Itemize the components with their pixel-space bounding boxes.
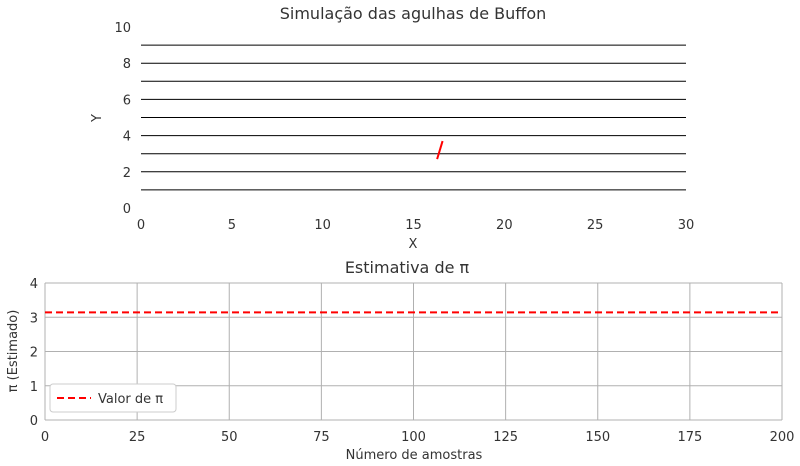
x-tick-label: 200 — [770, 430, 795, 445]
x-tick-label: 0 — [41, 430, 49, 445]
top-x-axis-label: X — [409, 237, 418, 252]
legend-box — [49, 383, 177, 413]
y-tick-label: 10 — [114, 21, 131, 36]
y-tick-label: 0 — [123, 202, 131, 217]
x-tick-label: 25 — [587, 218, 604, 233]
bottom-y-axis-label: π (Estimado) — [6, 310, 21, 393]
x-tick-label: 25 — [129, 430, 146, 445]
bottom-y-ticks: 0 1 2 3 4 — [30, 277, 38, 429]
x-tick-label: 50 — [221, 430, 238, 445]
y-tick-label: 4 — [123, 130, 131, 145]
bottom-x-axis-label: Número de amostras — [346, 448, 483, 463]
top-x-ticks: 0 5 10 15 20 25 30 — [137, 218, 694, 233]
x-tick-label: 30 — [678, 218, 695, 233]
y-tick-label: 3 — [30, 311, 38, 326]
legend-label: Valor de π — [98, 392, 163, 407]
top-chart-title: Simulação das agulhas de Buffon — [280, 4, 547, 23]
buffon-simulation-chart: Simulação das agulhas de Buffon 0 5 10 15 20… — [90, 4, 694, 252]
pi-estimate-chart: Estimativa de π 0 25 50 75 100 125 150 175 200 0… — [6, 258, 794, 463]
x-tick-label: 5 — [228, 218, 236, 233]
legend: Valor de π — [49, 383, 177, 413]
x-tick-label: 100 — [401, 430, 426, 445]
y-tick-label: 8 — [123, 57, 131, 72]
y-tick-label: 6 — [123, 93, 131, 108]
grid-lines — [44, 282, 783, 421]
y-tick-label: 1 — [30, 380, 38, 395]
y-tick-label: 4 — [30, 277, 38, 292]
parallel-lines — [141, 44, 686, 191]
bottom-x-ticks: 0 25 50 75 100 125 150 175 200 — [41, 430, 795, 445]
needle — [436, 140, 444, 160]
y-tick-label: 2 — [123, 166, 131, 181]
x-tick-label: 175 — [677, 430, 702, 445]
top-y-axis-label: Y — [90, 114, 105, 123]
bottom-chart-title: Estimativa de π — [345, 258, 470, 277]
x-tick-label: 150 — [585, 430, 610, 445]
y-tick-label: 2 — [30, 346, 38, 361]
top-y-ticks: 0 2 4 6 8 10 — [114, 21, 131, 217]
y-tick-label: 0 — [30, 414, 38, 429]
x-tick-label: 125 — [493, 430, 518, 445]
x-tick-label: 15 — [405, 218, 422, 233]
x-tick-label: 20 — [496, 218, 513, 233]
needles — [436, 140, 444, 160]
x-tick-label: 10 — [314, 218, 331, 233]
x-tick-label: 0 — [137, 218, 145, 233]
x-tick-label: 75 — [313, 430, 330, 445]
